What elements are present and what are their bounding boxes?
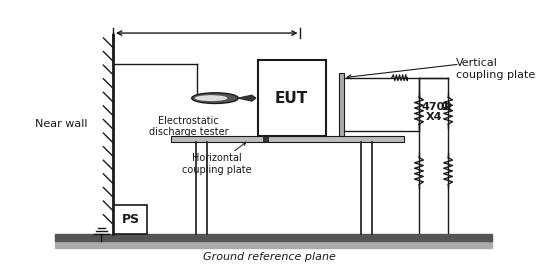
Bar [258, 60, 326, 136]
Polygon shape [238, 95, 256, 98]
Text: Ω: Ω [441, 100, 451, 113]
Text: X4: X4 [426, 112, 442, 122]
Text: Electrostatic
discharge tester: Electrostatic discharge tester [149, 116, 229, 137]
Text: PS: PS [121, 213, 140, 226]
Bar [263, 136, 268, 142]
Bar [55, 234, 492, 241]
Text: Ground reference plane: Ground reference plane [203, 252, 336, 262]
Ellipse shape [192, 93, 238, 103]
Text: EUT: EUT [275, 91, 309, 106]
Text: Near wall: Near wall [35, 119, 88, 129]
Bar [55, 241, 492, 248]
Text: Vertical
coupling plate: Vertical coupling plate [456, 58, 535, 80]
Bar [171, 136, 405, 142]
Bar [114, 205, 147, 234]
Ellipse shape [195, 95, 227, 101]
Text: 470k: 470k [422, 102, 453, 112]
Bar [339, 73, 344, 136]
Text: Horizontal
coupling plate: Horizontal coupling plate [182, 153, 252, 175]
Polygon shape [238, 98, 256, 101]
